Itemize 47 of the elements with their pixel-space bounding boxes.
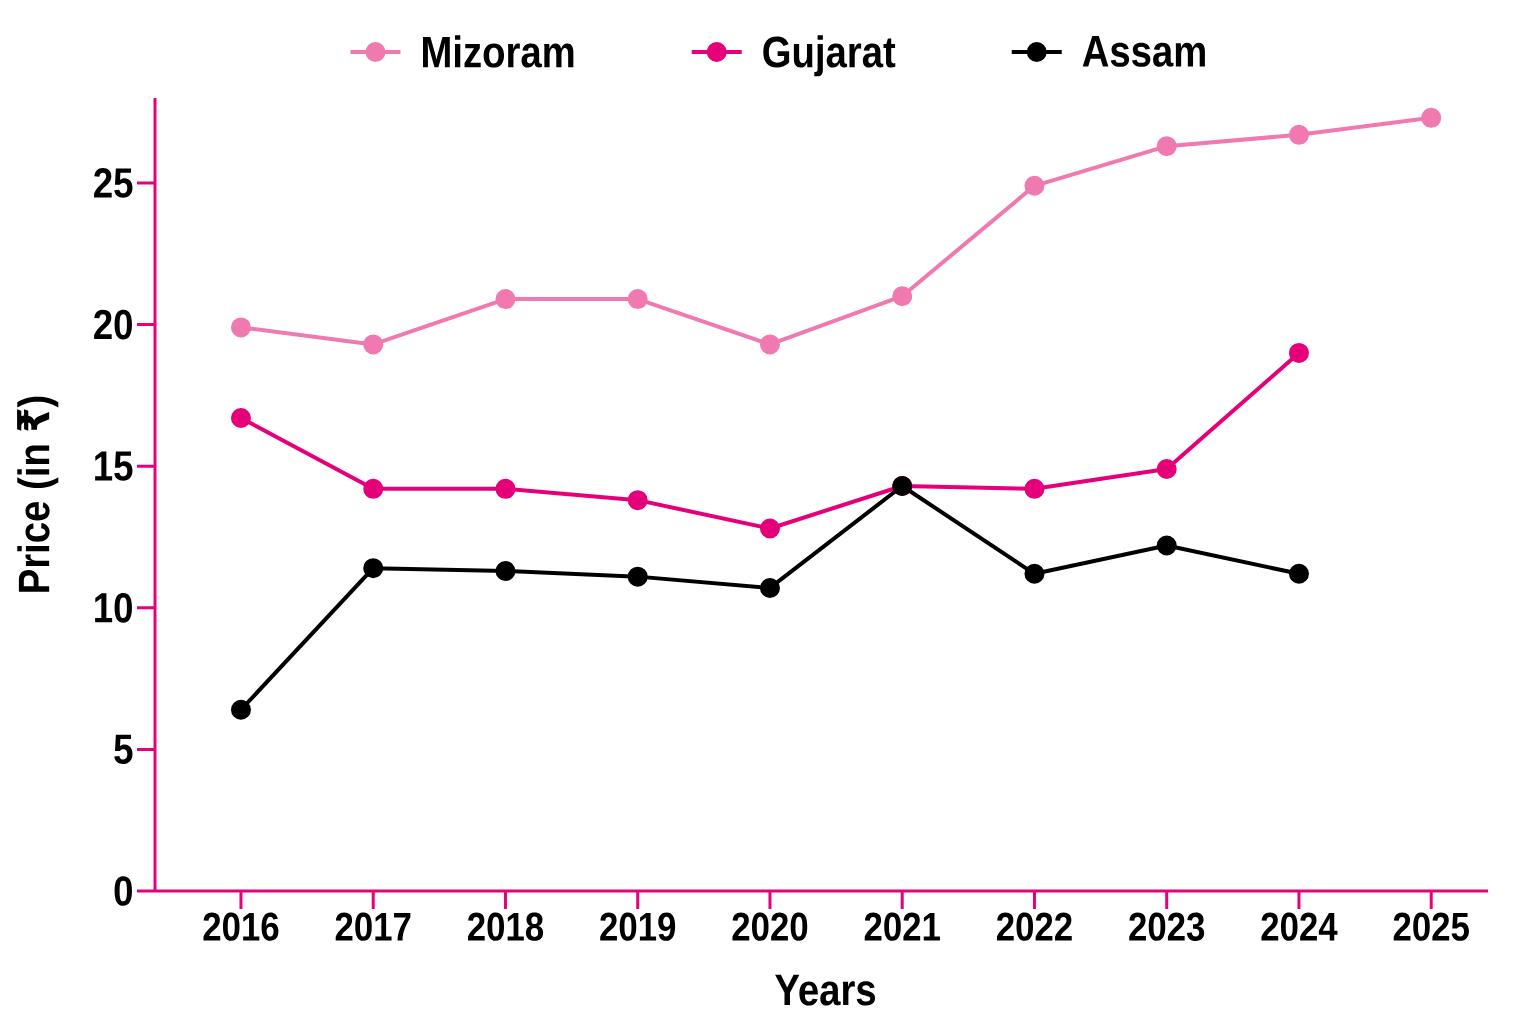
point <box>363 334 384 355</box>
y-tick-label: 0 <box>114 876 132 906</box>
point <box>495 289 516 310</box>
point <box>1156 136 1177 157</box>
point <box>230 317 251 338</box>
y-tick-label: 15 <box>95 451 133 481</box>
x-tick-label: 2017 <box>335 912 411 941</box>
x-tick-label: 2018 <box>467 912 544 941</box>
point <box>892 286 913 307</box>
point <box>759 334 780 355</box>
x-tick-label: 2023 <box>1129 912 1205 941</box>
point <box>627 566 648 587</box>
point <box>627 490 648 511</box>
point <box>363 478 384 499</box>
point <box>759 518 780 539</box>
point <box>1288 124 1309 145</box>
point <box>1156 535 1177 556</box>
point <box>1024 175 1045 196</box>
y-tick-label: 20 <box>94 309 132 340</box>
point <box>1421 107 1442 128</box>
x-tick-label: 2016 <box>203 912 279 941</box>
point <box>1156 459 1177 480</box>
y-tick-label: 5 <box>114 734 133 765</box>
x-tick-label: 2024 <box>1261 912 1338 941</box>
point <box>230 699 251 720</box>
x-tick-label: 2020 <box>732 912 808 941</box>
point <box>495 560 516 581</box>
y-tick-label: 25 <box>94 168 133 198</box>
point <box>1024 563 1045 584</box>
point <box>363 558 384 579</box>
point <box>759 577 780 598</box>
point <box>495 478 516 499</box>
point <box>230 408 251 429</box>
x-tick-label: 2019 <box>600 912 676 941</box>
x-tick-label: 2025 <box>1393 912 1469 941</box>
x-axis-title: Years <box>775 974 876 1006</box>
x-tick-label: 2021 <box>864 912 940 941</box>
point <box>1288 563 1309 584</box>
legend-label: Gujarat <box>763 35 896 77</box>
y-axis-title: Price (in ₹) <box>17 396 59 592</box>
y-tick-label: 10 <box>95 592 132 623</box>
point <box>627 289 648 310</box>
point <box>1024 478 1045 499</box>
legend-label: Assam <box>1082 36 1205 67</box>
point <box>1288 342 1309 363</box>
legend-label: Mizoram <box>423 35 574 68</box>
x-tick-label: 2022 <box>996 912 1072 941</box>
